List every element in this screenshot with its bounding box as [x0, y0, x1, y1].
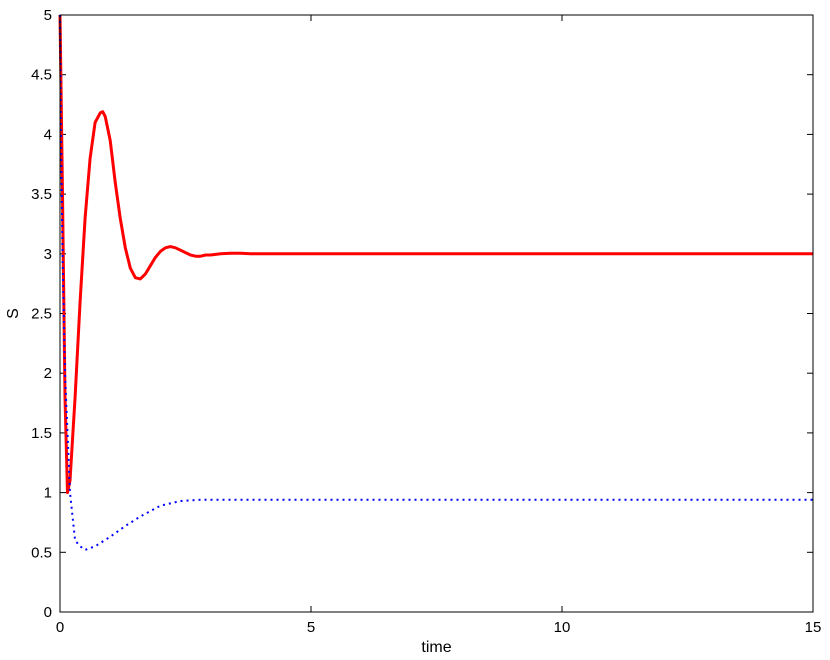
series-line-dotted — [59, 14, 813, 551]
y-tick-label: 0.5 — [31, 544, 52, 561]
x-tick-label: 5 — [307, 619, 315, 636]
y-tick-label: 2.5 — [31, 306, 52, 323]
y-tick-label: 1.5 — [31, 425, 52, 442]
x-axis-ticks: 0 5 10 15 — [56, 15, 822, 636]
x-tick-label: 10 — [554, 619, 571, 636]
y-tick-label: 4 — [44, 126, 52, 143]
y-tick-label: 4.5 — [31, 67, 52, 84]
x-tick-label: 15 — [805, 619, 822, 636]
x-tick-label: 0 — [56, 619, 64, 636]
y-axis-ticks: 0 0.5 1 1.5 2 2.5 3 3.5 4 4.5 5 — [31, 7, 813, 621]
series-layer — [58, 14, 813, 551]
series-line-solid — [58, 14, 813, 495]
y-axis-label: S — [5, 308, 22, 319]
y-tick-label: 3.5 — [31, 186, 52, 203]
plot-area-frame — [59, 14, 814, 613]
y-tick-label: 2 — [44, 365, 52, 382]
y-tick-label: 3 — [44, 246, 52, 263]
y-tick-label: 1 — [44, 485, 52, 502]
y-tick-label: 0 — [44, 604, 52, 621]
y-tick-label: 5 — [44, 7, 52, 24]
x-axis-label: time — [421, 639, 451, 656]
